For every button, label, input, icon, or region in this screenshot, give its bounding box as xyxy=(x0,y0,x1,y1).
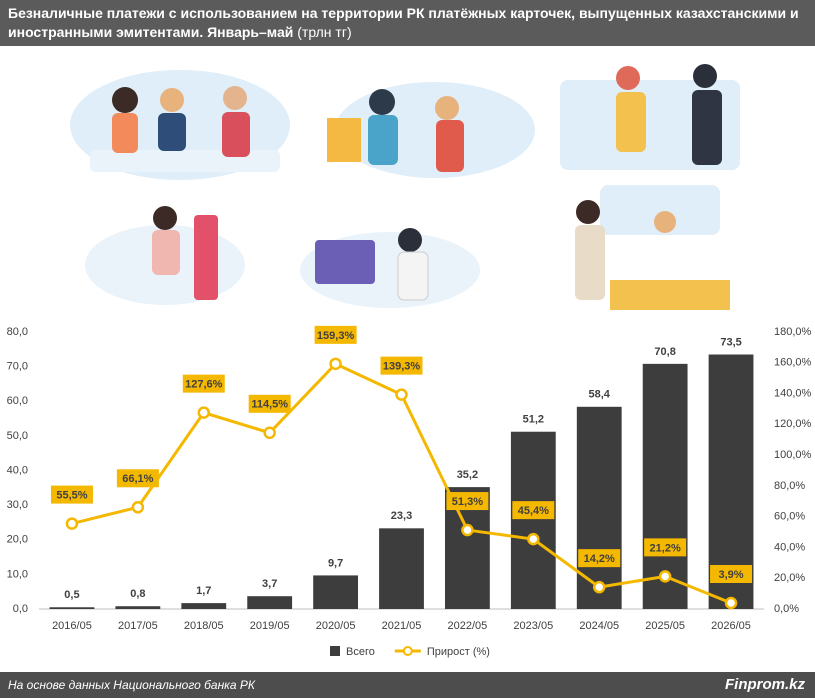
line-value-label: 66,1% xyxy=(122,473,153,485)
y-tick-label: 0,0 xyxy=(13,603,28,615)
bar-value-label: 23,3 xyxy=(391,510,412,522)
label-box xyxy=(50,485,93,504)
x-tick-label: 2017/05 xyxy=(118,620,158,632)
line-point xyxy=(592,580,606,594)
brand: Finprom.kz xyxy=(724,676,805,693)
bar xyxy=(247,596,293,609)
x-tick-label: 2018/05 xyxy=(184,620,224,632)
label-box xyxy=(248,394,291,413)
label-box xyxy=(578,549,621,568)
bar-value-label: 35,2 xyxy=(457,469,478,481)
x-tick-label: 2024/05 xyxy=(579,620,619,632)
line-point xyxy=(461,523,474,537)
x-tick-label: 2021/05 xyxy=(382,620,422,632)
label-box xyxy=(710,564,753,583)
bar xyxy=(49,607,95,609)
y2-tick-label: 20,0% xyxy=(774,572,805,584)
y2-tick-label: 160,0% xyxy=(774,357,812,369)
y2-tick-label: 60,0% xyxy=(774,511,805,523)
bar xyxy=(642,363,688,609)
source: На основе данных Национального банка РК xyxy=(8,678,255,692)
bar xyxy=(379,528,424,609)
line-value-label: 159,3% xyxy=(317,330,355,342)
line-value-label: 14,2% xyxy=(584,553,615,565)
line-value-label: 55,5% xyxy=(56,489,87,501)
bar xyxy=(115,606,161,609)
label-box xyxy=(380,356,423,375)
x-tick-label: 2019/05 xyxy=(250,620,290,632)
unit: (трлн тг) xyxy=(297,24,352,40)
line-point xyxy=(395,388,408,401)
line-value-label: 3,9% xyxy=(719,569,744,581)
title-bar: Безналичные платежи с использованием на … xyxy=(0,0,815,46)
x-tick-label: 2020/05 xyxy=(316,620,356,632)
y2-tick-label: 120,0% xyxy=(774,418,812,430)
y-tick-label: 20,0 xyxy=(7,534,28,546)
y2-tick-label: 0,0% xyxy=(774,603,799,615)
legend-label: Прирост (%) xyxy=(427,646,490,658)
x-tick-label: 2026/05 xyxy=(711,620,751,632)
legend-swatch xyxy=(330,646,340,656)
line-point xyxy=(724,596,738,610)
bar-value-label: 1,7 xyxy=(196,585,211,597)
footer: На основе данных Национального банка РК … xyxy=(0,672,815,698)
y2-tick-label: 40,0% xyxy=(774,541,805,553)
line-value-label: 45,4% xyxy=(518,505,549,517)
label-box xyxy=(446,492,489,511)
bar xyxy=(313,575,358,609)
line-value-label: 127,6% xyxy=(185,379,223,391)
bar-value-label: 3,7 xyxy=(262,578,277,590)
bar-value-label: 73,5 xyxy=(720,336,741,348)
line-point xyxy=(329,357,342,371)
y-tick-label: 10,0 xyxy=(7,568,28,580)
label-box xyxy=(644,538,687,557)
bar xyxy=(181,603,227,609)
line-value-label: 114,5% xyxy=(251,399,288,411)
y-tick-label: 80,0 xyxy=(7,326,28,338)
bar-value-label: 70,8 xyxy=(654,346,675,358)
line-point xyxy=(65,517,79,530)
y2-tick-label: 80,0% xyxy=(774,480,805,492)
legend-marker xyxy=(402,646,413,656)
bar-value-label: 0,8 xyxy=(130,588,145,600)
y2-tick-label: 100,0% xyxy=(774,449,812,461)
legend-label: Всего xyxy=(346,646,375,658)
line-point xyxy=(527,532,540,546)
bar xyxy=(576,406,622,609)
x-tick-label: 2023/05 xyxy=(513,620,553,632)
line-value-label: 51,3% xyxy=(452,496,483,508)
bar-value-label: 51,2 xyxy=(523,414,544,426)
bar-value-label: 58,4 xyxy=(589,389,611,401)
y-tick-label: 30,0 xyxy=(7,499,28,511)
bar-value-label: 0,5 xyxy=(64,589,79,601)
label-box xyxy=(116,469,159,488)
line-value-label: 21,2% xyxy=(650,542,681,554)
y-tick-label: 70,0 xyxy=(7,361,28,373)
x-tick-label: 2016/05 xyxy=(52,620,92,632)
bar xyxy=(510,431,556,609)
y2-tick-label: 180,0% xyxy=(774,326,812,338)
x-tick-label: 2025/05 xyxy=(645,620,685,632)
y-tick-label: 60,0 xyxy=(7,395,28,407)
line-point xyxy=(131,501,145,514)
label-box xyxy=(314,325,357,344)
x-tick-label: 2022/05 xyxy=(448,620,488,632)
line-point xyxy=(658,570,672,583)
illustrations xyxy=(70,64,740,310)
chart-title: Безналичные платежи с использованием на … xyxy=(8,5,799,40)
label-box xyxy=(512,501,555,520)
y2-tick-label: 140,0% xyxy=(774,387,812,399)
bar-value-label: 9,7 xyxy=(328,557,343,569)
y-tick-label: 40,0 xyxy=(7,464,28,476)
line-point xyxy=(197,406,211,419)
line-point xyxy=(263,426,276,440)
label-box xyxy=(182,374,225,393)
line-value-label: 139,3% xyxy=(383,361,421,373)
y-tick-label: 50,0 xyxy=(7,430,28,442)
